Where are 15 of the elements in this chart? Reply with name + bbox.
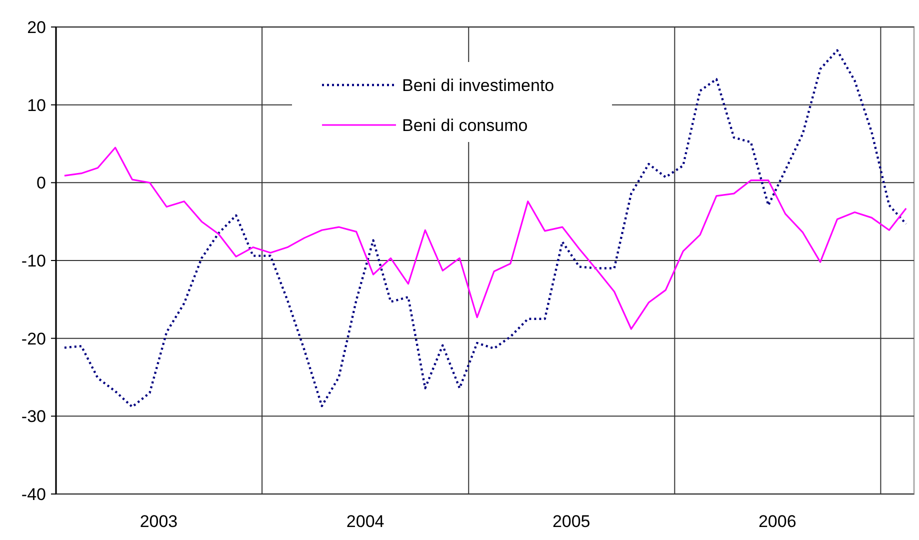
y-tick-label: 0	[36, 174, 46, 193]
y-tick-label: 10	[27, 96, 46, 115]
legend-label: Beni di investimento	[402, 76, 554, 95]
y-tick-label: -20	[21, 329, 46, 348]
y-tick-label: -40	[21, 484, 46, 504]
x-tick-label: 2003	[140, 512, 178, 531]
x-tick-label: 2006	[758, 512, 796, 531]
x-tick-label: 2005	[552, 512, 590, 531]
x-tick-label: 2004	[346, 512, 384, 531]
y-tick-label: -10	[21, 251, 46, 270]
y-tick-label: 20	[27, 18, 46, 37]
line-series	[64, 146, 907, 330]
line-series	[63, 49, 908, 408]
legend-label: Beni di consumo	[402, 116, 528, 135]
y-tick-label: -30	[21, 407, 46, 426]
